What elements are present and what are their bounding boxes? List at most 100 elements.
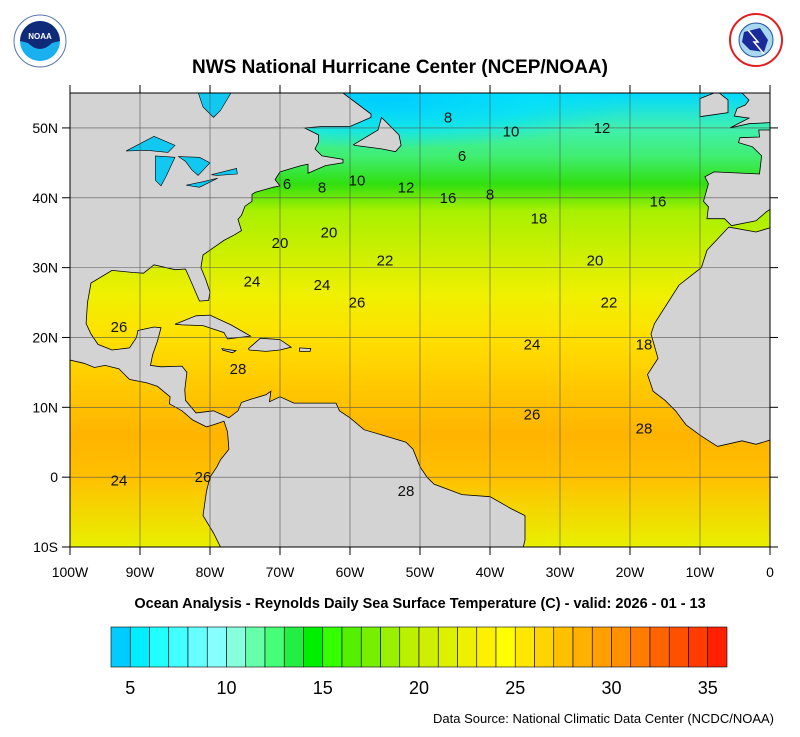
colorbar-swatch	[495, 626, 516, 668]
y-tick-label: 20N	[32, 329, 58, 345]
contour-label: 26	[195, 469, 212, 486]
colorbar-swatch	[322, 626, 343, 668]
colorbar-swatch	[206, 626, 227, 668]
lake-ontario	[211, 168, 238, 176]
colorbar-swatch	[380, 626, 401, 668]
colorbar-swatch	[418, 626, 439, 668]
contour-label: 20	[272, 235, 289, 252]
colorbar-swatch	[611, 626, 632, 668]
colorbar-label: 30	[601, 678, 621, 698]
colorbar-swatch	[110, 626, 131, 668]
colorbar-swatch	[360, 626, 381, 668]
contour-label: 26	[349, 295, 366, 312]
colorbar-label: 15	[313, 678, 333, 698]
x-tick-label: 100W	[52, 564, 89, 580]
contour-label: 24	[314, 277, 331, 294]
contour-label: 6	[458, 148, 466, 165]
colorbar-swatch	[688, 626, 709, 668]
contour-labels: 8 10 12 6 6 8 10 12 16 8 16 18 20 20 22 20 24 24 26 22 26 24 1…	[111, 109, 667, 500]
contour-label: 26	[524, 406, 541, 423]
colorbar-swatch	[534, 626, 555, 668]
colorbar-swatch	[476, 626, 497, 668]
colorbar-swatch	[168, 626, 189, 668]
land-great-britain	[729, 93, 770, 129]
contour-label: 24	[524, 336, 541, 353]
lake-superior	[125, 135, 176, 153]
data-source: Data Source: National Climatic Data Cent…	[433, 711, 774, 726]
y-tick-label: 30N	[32, 260, 58, 276]
contour-label: 22	[377, 253, 394, 270]
land-jamaica	[221, 348, 238, 354]
lakes	[125, 93, 238, 188]
lake-michigan	[155, 155, 176, 187]
colorbar-label: 35	[698, 678, 718, 698]
colorbar-swatch	[283, 626, 304, 668]
x-tick-label: 0	[766, 564, 774, 580]
x-tick-label: 40W	[476, 564, 506, 580]
colorbar-swatch	[341, 626, 362, 668]
x-tick-label: 10W	[686, 564, 716, 580]
contour-label: 6	[283, 176, 291, 193]
colorbar-swatch	[572, 626, 593, 668]
contour-label: 12	[398, 179, 415, 196]
y-tick-label: 0	[50, 469, 58, 485]
y-tick-label: 10N	[32, 399, 58, 415]
contour-label: 26	[111, 319, 128, 336]
colorbar-swatch	[630, 626, 651, 668]
contour-label: 8	[318, 179, 326, 196]
x-tick-label: 90W	[126, 564, 156, 580]
axis-ticks: 100W 90W 80W 70W 60W 50W 40W 30W 20W 10W 0 50N 40N 30…	[32, 85, 778, 580]
land-africa	[647, 226, 770, 447]
colorbar-swatch	[649, 626, 670, 668]
x-tick-label: 70W	[266, 564, 296, 580]
colorbar-label: 20	[409, 678, 429, 698]
y-tick-label: 40N	[32, 190, 58, 206]
contour-label: 20	[321, 225, 338, 242]
colorbar-swatch	[245, 626, 266, 668]
land-americas	[70, 93, 526, 547]
colorbar-swatch	[707, 626, 728, 668]
colorbar-swatch	[226, 626, 247, 668]
colorbar-swatch	[437, 626, 458, 668]
contour-label: 12	[594, 120, 611, 137]
colorbar-swatch	[457, 626, 478, 668]
colorbar-swatch	[668, 626, 689, 668]
x-tick-label: 80W	[196, 564, 226, 580]
land-iberia-france	[703, 129, 770, 227]
colorbar-swatch	[514, 626, 535, 668]
colorbar-swatch	[129, 626, 150, 668]
contour-label: 8	[486, 186, 494, 203]
colorbar-swatch	[399, 626, 420, 668]
contour-label: 8	[444, 109, 452, 126]
y-tick-label: 10S	[33, 539, 58, 555]
colorbar-label: 5	[125, 678, 135, 698]
svg-text:NOAA: NOAA	[28, 32, 52, 41]
colorbar-swatch	[553, 626, 574, 668]
colorbar-swatch	[149, 626, 170, 668]
contour-label: 28	[398, 483, 415, 500]
colorbar-swatch	[303, 626, 324, 668]
contour-label: 24	[244, 274, 261, 291]
x-tick-label: 30W	[546, 564, 576, 580]
land-newfoundland	[352, 116, 402, 153]
y-tick-label: 50N	[32, 120, 58, 136]
nws-logo	[729, 13, 783, 67]
chart-title: NWS National Hurricane Center (NCEP/NOAA…	[192, 57, 608, 78]
contour-label: 16	[650, 193, 667, 210]
colorbar: 5 10 15 20 25 30 35	[110, 626, 728, 698]
colorbar-swatch	[264, 626, 285, 668]
lake-huron	[177, 156, 211, 176]
contour-label: 20	[587, 253, 604, 270]
contour-label: 28	[636, 420, 653, 437]
contour-label: 24	[111, 473, 128, 490]
land-puerto-rico	[299, 347, 312, 352]
contour-label: 18	[531, 211, 548, 228]
x-tick-label: 60W	[336, 564, 366, 580]
noaa-logo: NOAA	[13, 14, 67, 68]
contour-label: 10	[503, 123, 520, 140]
colorbar-label: 10	[216, 678, 236, 698]
map-subtitle: Ocean Analysis - Reynolds Daily Sea Surf…	[134, 596, 706, 612]
contour-label: 10	[349, 172, 366, 189]
contour-label: 16	[440, 190, 457, 207]
